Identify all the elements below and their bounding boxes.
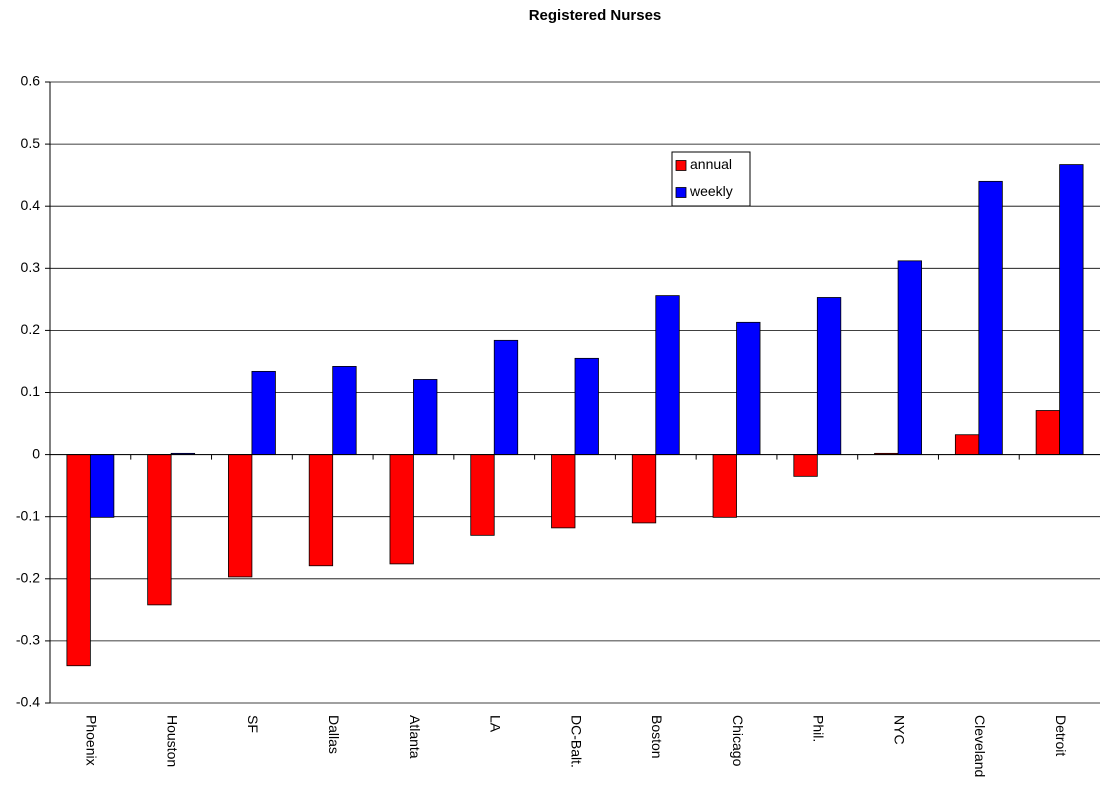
bar [1059,164,1084,455]
legend-swatch [675,160,687,171]
bar [631,454,657,524]
bar [470,454,495,536]
chart-title: Registered Nurses [529,7,662,24]
y-tick-label: 0.2 [21,321,41,337]
x-tick-label: Atlanta [407,715,423,759]
bar [574,357,599,455]
bar [228,454,253,578]
bar [308,454,334,567]
y-tick-label: -0.1 [16,507,40,523]
bar [816,297,842,456]
x-tick-label: Phil. [811,715,827,742]
y-tick-label: 0.5 [21,135,41,151]
y-tick-label: -0.3 [16,632,40,648]
bar [551,454,576,529]
bar [147,454,172,606]
bar [954,434,980,455]
bar [897,260,922,455]
bar [655,295,680,455]
bar [89,454,115,518]
x-tick-label: Dallas [326,715,342,754]
x-tick-label: Phoenix [84,715,100,766]
bar [389,454,414,565]
y-tick-label: 0.3 [21,259,41,275]
bar [66,454,91,667]
y-tick-label: -0.4 [16,694,40,710]
x-tick-label: Detroit [1053,715,1069,756]
x-tick-label: NYC [891,715,907,745]
bar [493,339,519,455]
x-tick-label: Houston [164,715,180,767]
bar [413,379,438,456]
y-tick-label: 0 [32,445,40,461]
legend-label: weekly [689,183,733,199]
legend-label: annual [690,156,732,172]
legend-swatch [675,187,687,198]
bar [978,180,1003,455]
bar [793,454,818,477]
y-tick-label: 0.1 [21,383,41,399]
bar [712,454,737,518]
x-tick-label: DC-Balt. [568,715,584,768]
x-tick-label: Chicago [730,715,746,767]
x-tick-label: Cleveland [972,715,988,777]
bar [251,370,276,455]
x-tick-label: SF [245,715,261,733]
x-tick-label: Boston [649,715,665,759]
y-tick-label: 0.4 [21,197,41,213]
bar [1035,410,1061,456]
y-tick-label: -0.2 [16,570,40,586]
y-tick-label: 0.6 [21,73,41,89]
bar [736,321,761,455]
x-tick-label: LA [488,715,504,733]
bar [332,366,357,455]
